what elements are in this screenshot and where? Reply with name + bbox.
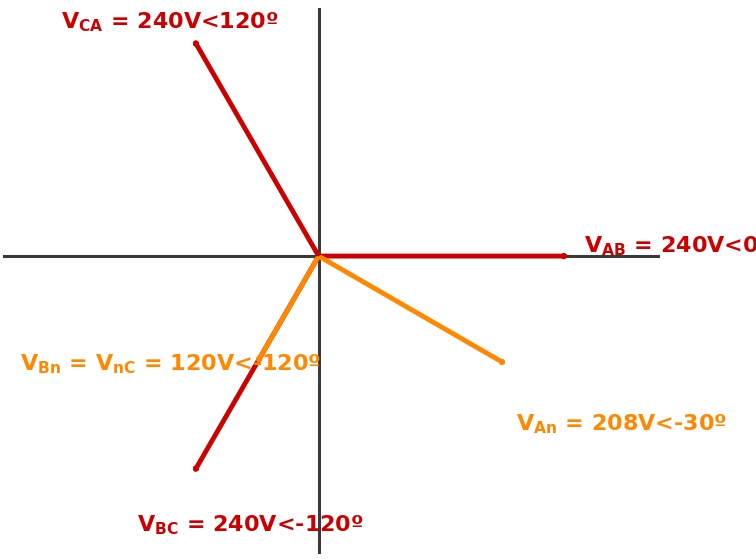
Text: $\mathbf{V_{An}}$ = 208V<-30º: $\mathbf{V_{An}}$ = 208V<-30º (516, 413, 727, 437)
Text: $\mathbf{V_{Bn}}$ = $\mathbf{V_{nC}}$ = 120V<-120º: $\mathbf{V_{Bn}}$ = $\mathbf{V_{nC}}$ = … (20, 352, 321, 376)
Text: $\mathbf{V_{CA}}$ = 240V<120º: $\mathbf{V_{CA}}$ = 240V<120º (61, 10, 278, 34)
Text: $\mathbf{V_{AB}}$ = 240V<0º: $\mathbf{V_{AB}}$ = 240V<0º (584, 234, 756, 258)
Text: $\mathbf{V_{BC}}$ = 240V<-120º: $\mathbf{V_{BC}}$ = 240V<-120º (137, 514, 364, 537)
